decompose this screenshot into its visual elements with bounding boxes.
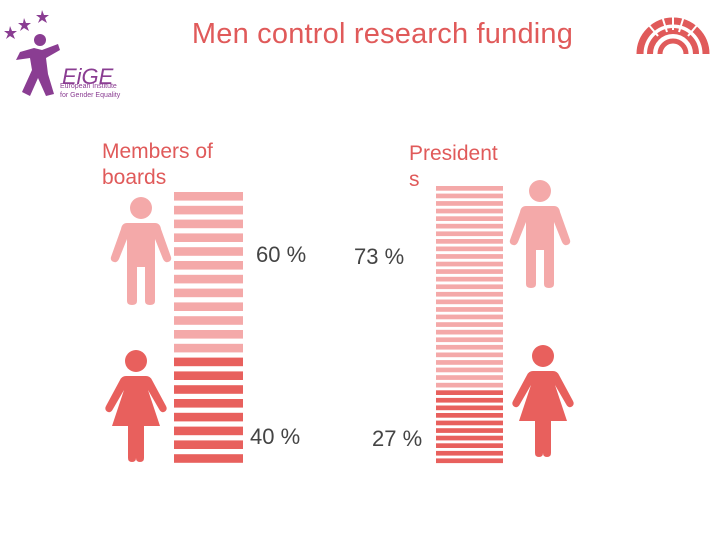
bar-stripe-men-presidents [436,269,503,274]
bar-stripe-women-boards [174,399,243,408]
bar-stripe-women-boards [174,440,243,449]
category-label-boards: Members of boards [102,140,213,189]
logo-tagline: European Institute for Gender Equality [60,83,121,99]
bar-stripe-women-presidents [436,397,503,403]
bar-stripe-men-boards [174,330,243,339]
bar-stripe-men-presidents [436,186,503,191]
bar-stripe-men-presidents [436,201,503,206]
bar-stripe-men-boards [174,219,243,229]
bar-stripe-women-boards [174,454,243,463]
bar-stripe-women-presidents [436,443,503,448]
bar-stripe-men-boards [174,316,243,325]
bar-stripe-men-boards [174,233,243,242]
bar-stripe-men-presidents [436,291,503,297]
bar-stripe-men-presidents [436,307,503,312]
bar-stripe-women-presidents [436,390,503,395]
bar-stripe-men-presidents [436,329,503,335]
bar-stripe-women-boards [174,412,243,422]
bar-stripe-men-presidents [436,375,503,380]
bar-stripe-women-presidents [436,435,503,441]
bar-stripe-men-boards [174,205,243,215]
bar-stripe-men-boards [174,247,243,256]
bar-stripe-women-boards [174,371,243,380]
category-label-presidents: President s [409,142,498,191]
bar-stripe-men-boards [174,302,243,311]
data-label-boards-men: 60 % [256,242,307,267]
bar-stripe-men-presidents [436,246,503,252]
page-title: Men control research funding [191,18,574,50]
bar-stripe-women-boards [174,426,243,436]
svg-text:EiGE: EiGE [62,64,114,89]
bar-stripe-men-boards [174,274,243,284]
bar-stripe-men-presidents [436,208,503,214]
bar-stripe-men-presidents [436,254,503,259]
bar-stripe-men-presidents [436,352,503,358]
bar-stripe-men-presidents [436,276,503,282]
bar-stripe-men-presidents [436,223,503,229]
bar-stripe-men-presidents [436,360,503,365]
bar-stripe-men-presidents [436,261,503,267]
bar-stripe-women-presidents [436,420,503,426]
bar-stripe-men-presidents [436,193,503,199]
woman-icon-boards [105,350,167,462]
bar-stripe-men-presidents [436,367,503,373]
bar-stripe-men-presidents [436,239,503,244]
bar-stripe-women-presidents [436,450,503,456]
bar-stripe-men-presidents [436,299,503,305]
bar-stripe-women-boards [174,385,243,394]
bar-stripe-men-presidents [436,337,503,343]
data-label-presidents-men: 73 % [354,244,405,269]
woman-icon-presidents [512,345,574,457]
bar-stripe-men-presidents [436,314,503,320]
bar-stripe-men-presidents [436,344,503,350]
bar-stripe-men-boards [174,288,243,298]
man-icon-presidents [509,180,571,288]
bar-stripe-men-presidents [436,382,503,388]
bar-stripe-men-presidents [436,322,503,327]
bar-stripe-men-boards [174,343,243,353]
bar-stripe-men-presidents [436,216,503,221]
data-label-boards-women: 40 % [250,424,301,449]
eige-logo-icon: EiGE [4,10,114,96]
bar-stripe-women-presidents [436,458,503,464]
bar-stripe-men-presidents [436,231,503,237]
bar-stripe-women-presidents [436,413,503,418]
bar-stripe-men-presidents [436,284,503,290]
bar-stripe-women-presidents [436,405,503,411]
bar-stripe-women-boards [174,357,243,367]
man-icon-boards [110,197,172,305]
bar-stripe-men-boards [174,261,243,270]
bar-stripe-men-boards [174,192,243,201]
parliament-arch-icon [636,13,710,54]
data-label-presidents-women: 27 % [372,426,423,451]
bar-stripe-women-presidents [436,428,503,433]
